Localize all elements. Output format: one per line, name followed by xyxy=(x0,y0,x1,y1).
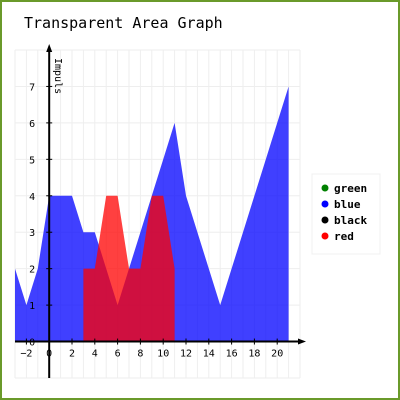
legend-marker-blue xyxy=(321,200,329,208)
y-tick-label: 7 xyxy=(29,82,35,93)
x-tick-label: 20 xyxy=(271,349,283,360)
legend-label-blue: blue xyxy=(334,198,361,211)
y-axis-label: Impuls xyxy=(52,58,63,94)
x-axis-arrow xyxy=(298,338,306,345)
x-tick-label: 10 xyxy=(157,349,169,360)
y-axis-arrow xyxy=(46,44,53,52)
x-tick-label: 0 xyxy=(46,349,52,360)
x-tick-label: 14 xyxy=(203,349,215,360)
y-tick-label: 0 xyxy=(29,338,35,349)
legend: green blue black red xyxy=(311,173,381,255)
y-tick-label: 1 xyxy=(29,301,35,312)
axes xyxy=(15,44,306,378)
x-tick-label: 8 xyxy=(137,349,143,360)
legend-marker-red xyxy=(321,232,329,240)
y-tick-label: 2 xyxy=(29,265,35,276)
y-tick-label: 5 xyxy=(29,155,35,166)
x-tick-label: −2 xyxy=(20,349,32,360)
area-red xyxy=(83,195,175,342)
area-series xyxy=(15,86,289,342)
legend-label-red: red xyxy=(334,230,354,243)
y-tick-label: 6 xyxy=(29,119,35,130)
y-tick-label: 3 xyxy=(29,228,35,239)
y-tick-label: 4 xyxy=(29,192,35,203)
legend-label-green: green xyxy=(334,182,367,195)
x-tick-label: 16 xyxy=(226,349,238,360)
legend-marker-black xyxy=(321,216,329,224)
legend-marker-green xyxy=(321,184,329,192)
legend-label-black: black xyxy=(334,214,367,227)
x-tick-label: 12 xyxy=(180,349,192,360)
x-tick-label: 6 xyxy=(115,349,121,360)
x-tick-label: 2 xyxy=(69,349,75,360)
x-tick-label: 18 xyxy=(248,349,260,360)
x-tick-label: 4 xyxy=(92,349,98,360)
chart-title: Transparent Area Graph xyxy=(24,14,223,32)
